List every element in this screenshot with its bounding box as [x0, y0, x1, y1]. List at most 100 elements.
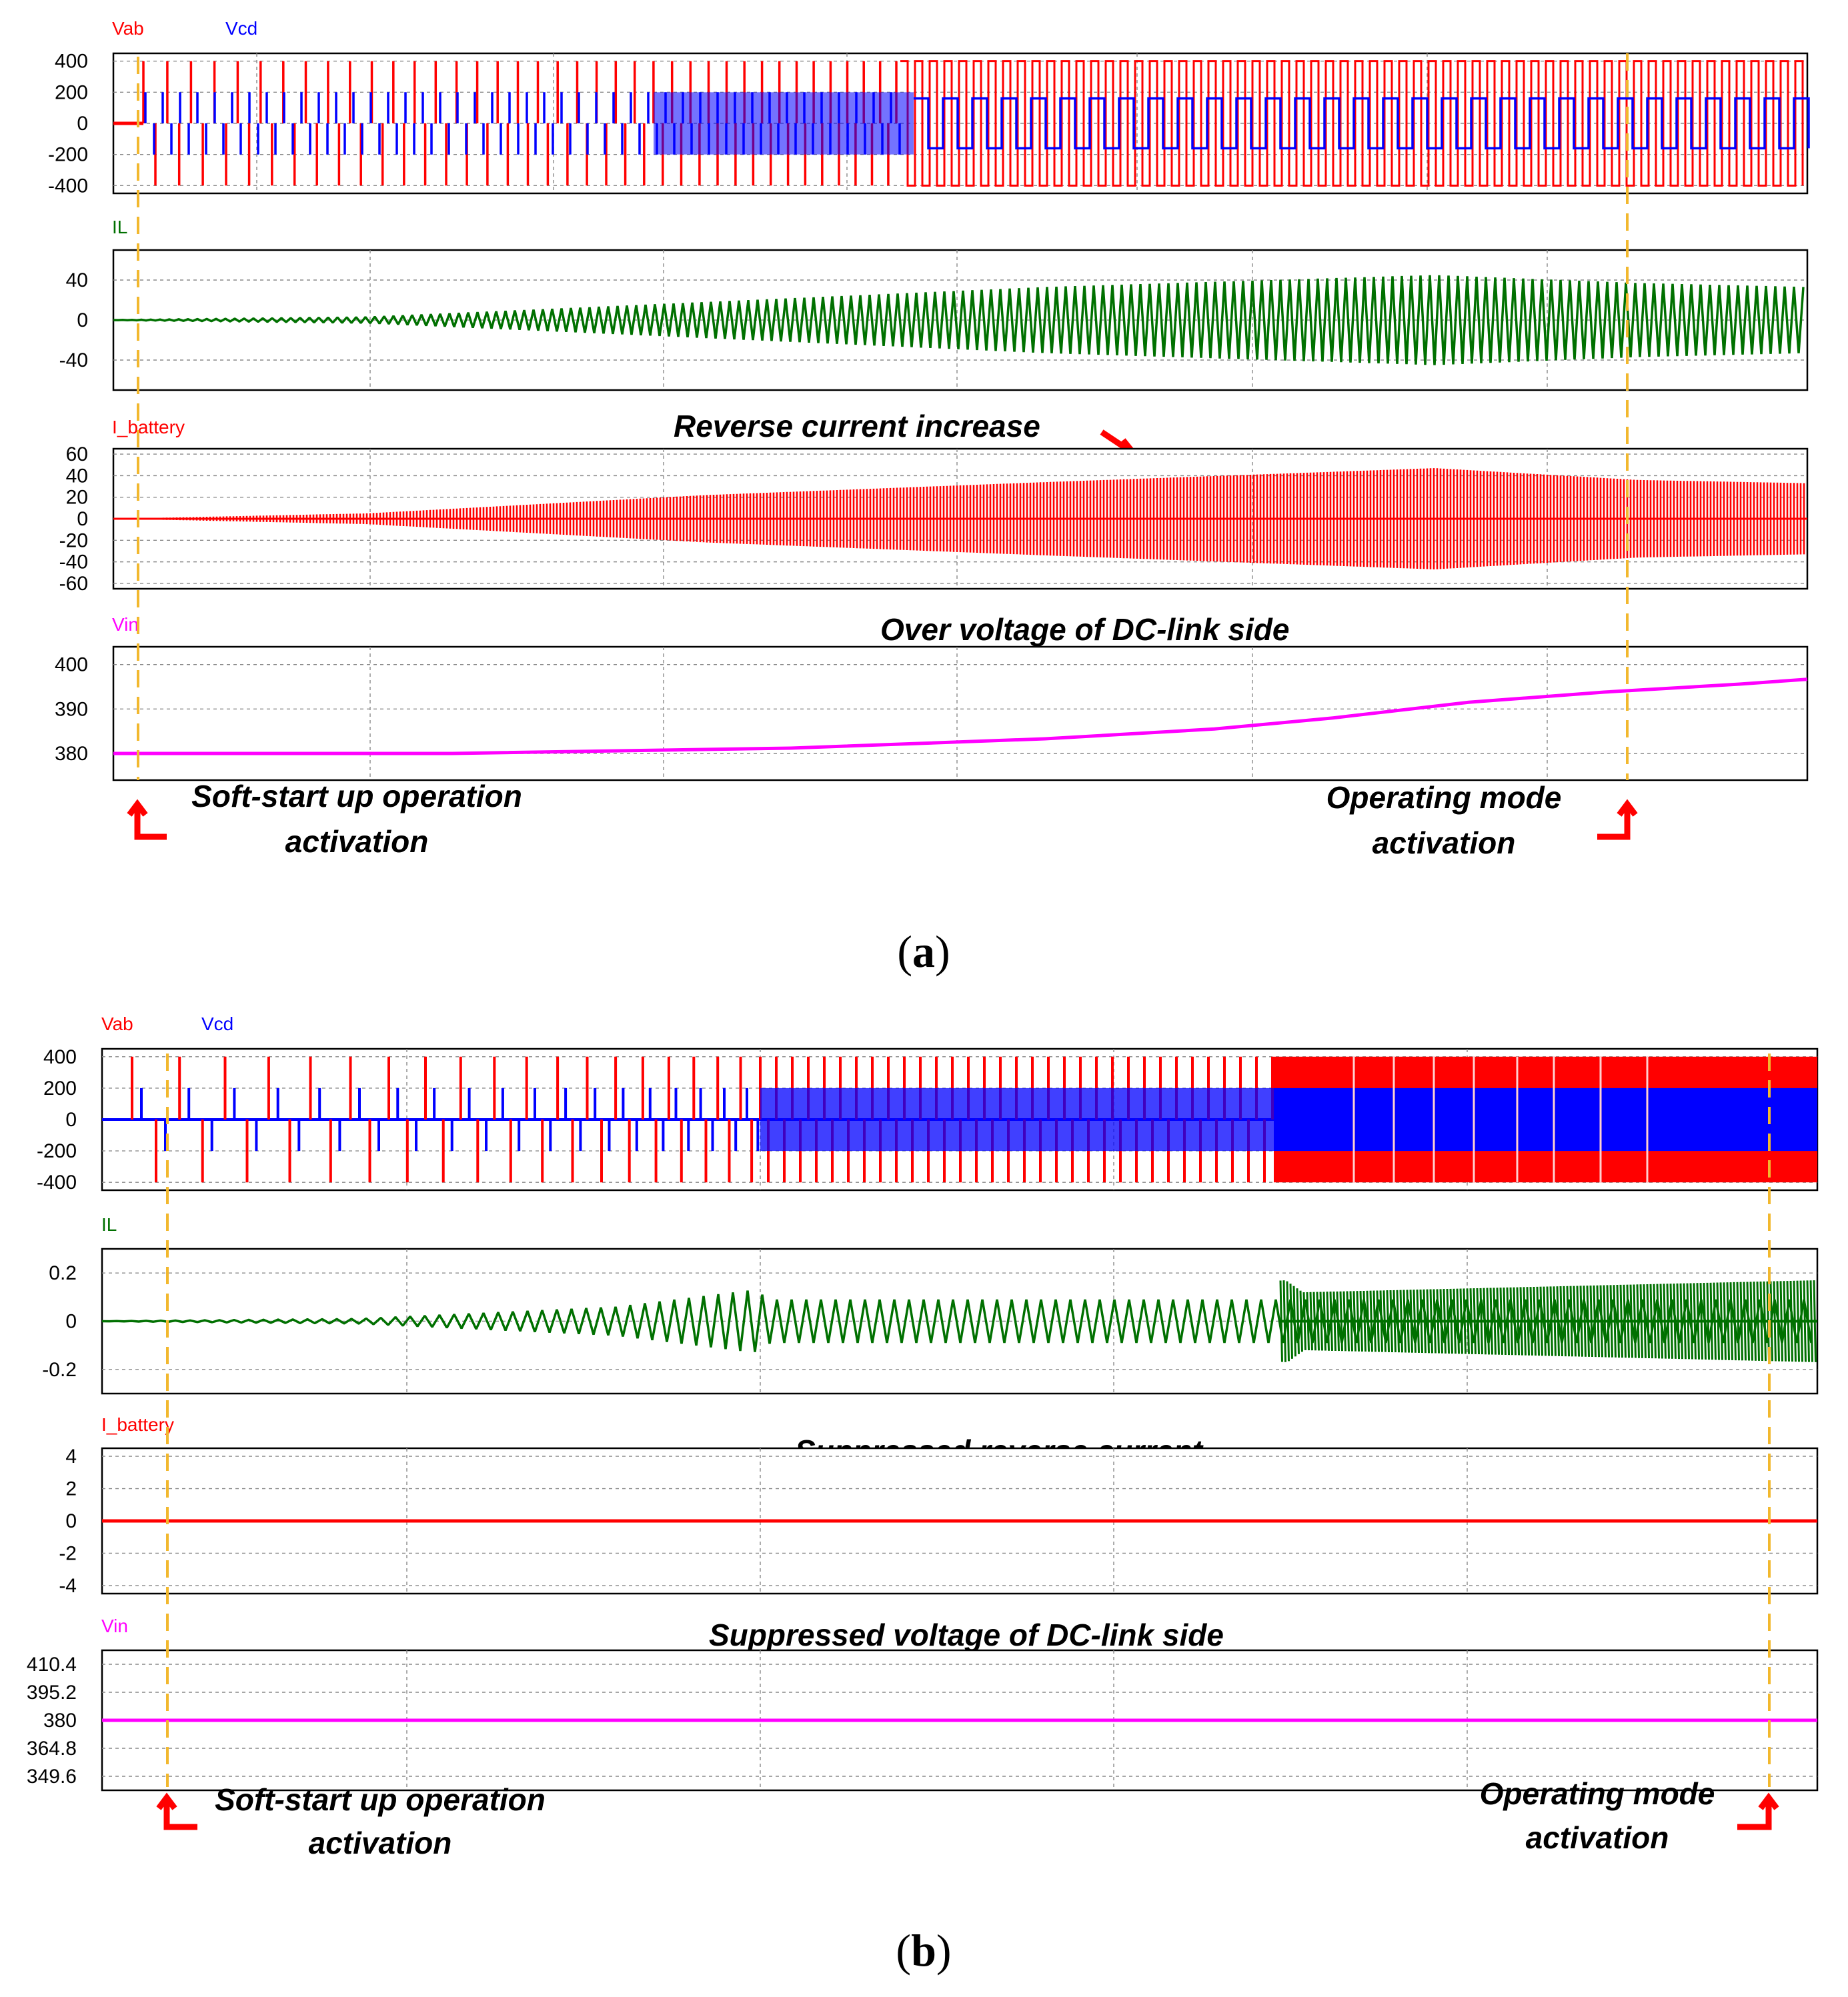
- plot-b-vin: Vin Suppressed voltage of DC-link side 4…: [27, 1616, 1819, 1792]
- y-tick-label: -2: [59, 1542, 77, 1564]
- vcd-trace: [140, 1088, 760, 1152]
- caption-b: (b): [896, 1925, 951, 1976]
- caption-letter: b: [911, 1925, 936, 1976]
- y-ticks: 0.2 0 -0.2: [42, 1262, 77, 1381]
- y-tick-label: 0: [77, 113, 88, 135]
- y-tick-label: 349.6: [27, 1766, 77, 1788]
- corner-arrow-icon: [127, 799, 167, 840]
- y-tick-label: 410.4: [27, 1654, 77, 1676]
- vab-trace: [131, 1056, 754, 1183]
- y-tick-label: 40: [66, 269, 88, 291]
- annotation-suppressed-voltage: Suppressed voltage of DC-link side: [709, 1618, 1224, 1652]
- traces: [113, 677, 1808, 755]
- plot-b-il: IL 0.2 0 -0.2: [42, 1214, 1819, 1395]
- y-tick-label: 400: [55, 654, 88, 676]
- y-tick-label: 4: [65, 1446, 77, 1468]
- y-ticks: 40 0 -40: [59, 269, 88, 371]
- label-ibattery: I_battery: [101, 1414, 174, 1435]
- plot-a-vin: Vin Over voltage of DC-link side 400 390 3…: [55, 612, 1809, 781]
- caption-paren: ): [936, 1925, 952, 1976]
- annotation-softstart-activation: activation: [285, 824, 429, 859]
- annotation-softstart-activation: activation: [309, 1826, 452, 1860]
- caption-letter: a: [912, 926, 935, 977]
- plot-b-ibattery: I_battery Suppressed reverse current 420…: [59, 1414, 1819, 1597]
- y-tick-label: -0.2: [42, 1359, 77, 1381]
- y-tick-label: 400: [55, 51, 88, 73]
- y-tick-label: -40: [59, 551, 88, 573]
- y-tick-label: 380: [43, 1710, 77, 1732]
- traces: [101, 1280, 1817, 1362]
- y-tick-label: -400: [48, 175, 88, 197]
- y-tick-label: 200: [55, 81, 88, 103]
- plot-frame: [112, 645, 1809, 781]
- label-il: IL: [101, 1214, 117, 1235]
- corner-arrow-icon: [1737, 1792, 1779, 1830]
- y-tick-label: 380: [55, 743, 88, 765]
- y-tick-label: -200: [48, 144, 88, 166]
- annotation-reverse-current: Reverse current increase: [674, 409, 1040, 443]
- plot-a-il: IL 40 0 -40: [59, 217, 1809, 391]
- vab-trace: [900, 60, 1804, 187]
- il-trace: [113, 275, 1805, 365]
- plot-b-voltages: Vab Vcd 400 200 0 -200 -400: [37, 1014, 1819, 1194]
- y-ticks: 400 390 380: [55, 654, 88, 765]
- annotation-operating-activation: activation: [1526, 1820, 1669, 1855]
- y-tick-label: 390: [55, 698, 88, 720]
- caption-paren: ): [935, 926, 950, 977]
- annotation-over-voltage: Over voltage of DC-link side: [880, 612, 1289, 647]
- y-ticks: 400 200 0 -200 -400: [37, 1046, 77, 1194]
- annotation-operating-mode: Operating mode: [1480, 1776, 1715, 1811]
- corner-arrow-icon: [1597, 799, 1638, 840]
- y-tick-label: -200: [37, 1140, 77, 1162]
- y-tick-label: 0: [77, 309, 88, 331]
- annotation-operating-mode: Operating mode: [1326, 780, 1562, 815]
- caption-a: (a): [897, 926, 950, 977]
- vcd-trace-dense: [654, 92, 914, 155]
- y-tick-label: 0: [65, 1510, 77, 1532]
- traces: [102, 1056, 1817, 1183]
- corner-arrow-icon: [156, 1792, 197, 1830]
- plot-a-ibattery: I_battery Reverse current increase 60402…: [59, 409, 1809, 595]
- label-vin: Vin: [112, 614, 139, 635]
- y-tick-label: 200: [43, 1078, 77, 1100]
- y-tick-label: -60: [59, 573, 88, 595]
- y-tick-label: 60: [66, 443, 88, 465]
- vin-trace: [113, 677, 1808, 755]
- label-il: IL: [112, 217, 127, 237]
- il-trace-center: [1280, 1320, 1817, 1323]
- y-tick-label: 2: [65, 1478, 77, 1500]
- y-tick-label: 20: [66, 487, 88, 509]
- vcd-trace-dense: [1274, 1088, 1817, 1152]
- y-tick-label: 0: [65, 1109, 77, 1131]
- traces: [113, 60, 1810, 187]
- label-vin: Vin: [101, 1616, 128, 1636]
- y-ticks: 410.4 395.2 380 364.8 349.6: [27, 1654, 77, 1788]
- legend-vab: Vab: [101, 1014, 133, 1034]
- annotation-operating-activation: activation: [1372, 825, 1516, 860]
- vcd-trace-dense: [760, 1088, 1274, 1152]
- caption-paren: (: [897, 926, 912, 977]
- y-tick-label: -4: [59, 1575, 77, 1597]
- y-tick-label: -400: [37, 1172, 77, 1194]
- caption-paren: (: [896, 1925, 911, 1976]
- annotation-softstart: Soft-start up operation: [191, 779, 522, 813]
- y-tick-label: -40: [59, 349, 88, 371]
- y-tick-label: 0.2: [49, 1262, 77, 1284]
- legend-vcd: Vcd: [225, 18, 257, 39]
- legend-vab: Vab: [112, 18, 144, 39]
- y-tick-label: 395.2: [27, 1682, 77, 1704]
- panel-b: Vab Vcd 400 200 0 -200 -400 IL 0.2 0 -0.2 I_ba…: [27, 1014, 1819, 1976]
- legend-vcd: Vcd: [201, 1014, 233, 1034]
- plot-a-voltages: Vab Vcd 400 200 0 -200 -400: [48, 18, 1810, 197]
- y-tick-label: -20: [59, 529, 88, 551]
- il-trace: [101, 1290, 1813, 1352]
- y-tick-label: 0: [77, 508, 88, 530]
- y-ticks: 4 2 0 -2 -4: [59, 1446, 77, 1597]
- y-tick-label: 40: [66, 465, 88, 487]
- label-ibattery: I_battery: [112, 417, 185, 437]
- traces: [113, 468, 1807, 569]
- annotation-softstart: Soft-start up operation: [215, 1782, 546, 1817]
